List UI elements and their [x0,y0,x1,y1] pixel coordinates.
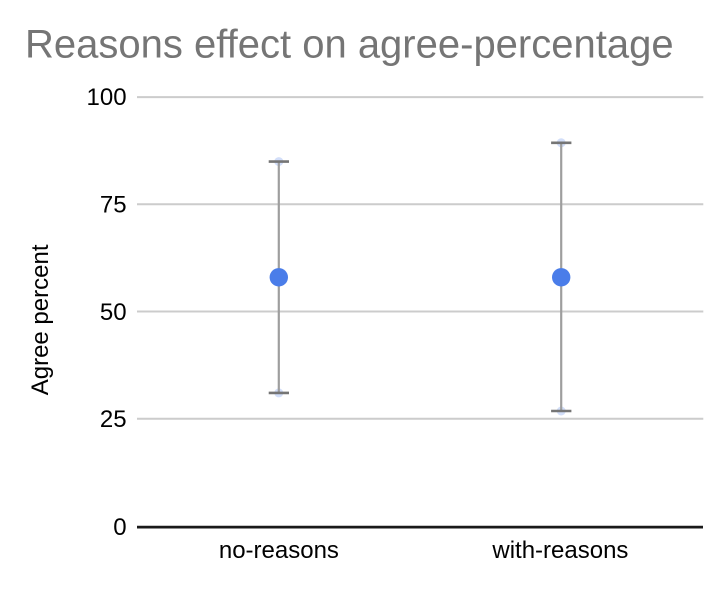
svg-text:0: 0 [113,514,126,541]
svg-text:100: 100 [87,84,127,111]
svg-text:with-reasons: with-reasons [491,537,628,564]
svg-text:no-reasons: no-reasons [219,537,339,564]
svg-text:50: 50 [100,299,127,326]
svg-text:75: 75 [100,192,127,219]
svg-text:Agree percent: Agree percent [27,244,54,395]
svg-text:Reasons effect on agree-percen: Reasons effect on agree-percentage [25,23,674,67]
svg-text:25: 25 [100,406,127,433]
